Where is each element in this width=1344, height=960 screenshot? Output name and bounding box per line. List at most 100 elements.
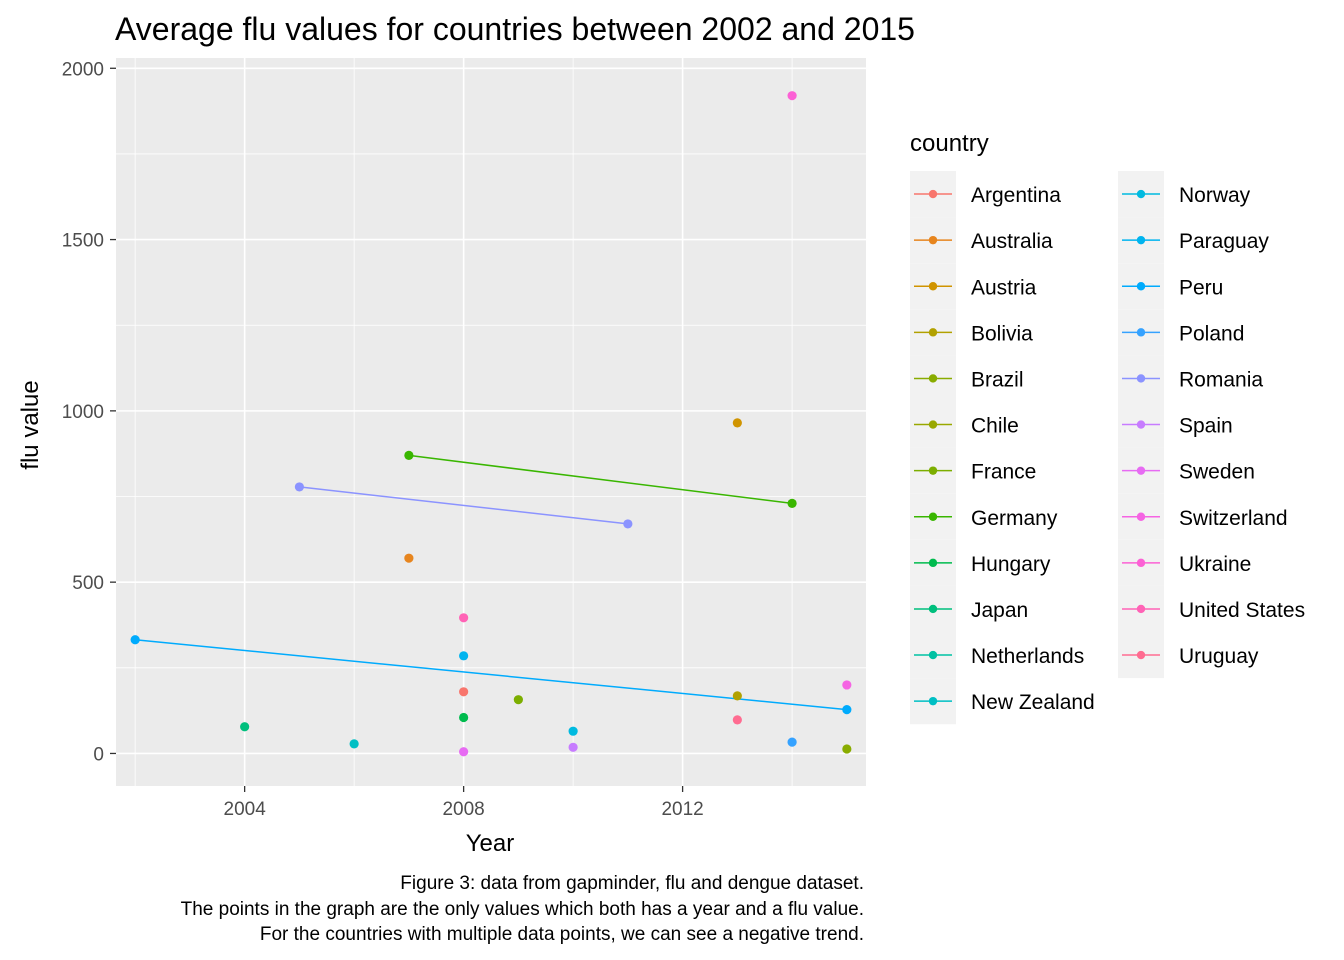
- legend-item-peru: Peru: [1118, 263, 1223, 310]
- y-tick-label: 1500: [62, 231, 104, 252]
- legend-label: Brazil: [971, 368, 1024, 391]
- data-point-sweden: [459, 747, 469, 757]
- legend-item-netherlands: Netherlands: [910, 632, 1084, 679]
- series-lines: [135, 454, 847, 711]
- data-point-poland: [787, 737, 797, 747]
- data-point-ukraine: [787, 91, 797, 101]
- x-tick-label: 2004: [224, 799, 267, 820]
- legend-label: Peru: [1179, 276, 1223, 299]
- legend-key-point: [1136, 558, 1146, 568]
- legend-label: Uruguay: [1179, 645, 1259, 668]
- data-point-united-states: [459, 613, 469, 623]
- legend-key-point: [928, 328, 938, 337]
- legend-key-point: [928, 189, 938, 199]
- data-point-paraguay: [459, 651, 469, 661]
- legend-key-point: [928, 604, 938, 614]
- data-point-germany: [404, 450, 414, 461]
- major-gridlines: [116, 58, 866, 786]
- legend-title: country: [910, 130, 989, 157]
- legend-label: Germany: [971, 507, 1058, 530]
- plot-panel: [116, 58, 866, 786]
- legend-item-paraguay: Paraguay: [1118, 217, 1269, 264]
- y-tick-label: 500: [72, 573, 104, 594]
- y-tick-label: 1000: [62, 402, 104, 423]
- data-point-peru: [842, 705, 852, 715]
- legend-label: United States: [1179, 599, 1305, 622]
- legend-key-point: [928, 282, 938, 291]
- legend-key-point: [928, 512, 938, 521]
- data-point-bolivia: [732, 691, 742, 701]
- legend-key-point: [1136, 282, 1146, 291]
- data-point-romania: [623, 519, 633, 529]
- legend-label: Poland: [1179, 322, 1244, 345]
- series-line-germany: [408, 454, 793, 505]
- legend-item-spain: Spain: [1118, 401, 1233, 448]
- legend-item-japan: Japan: [910, 585, 1028, 632]
- x-tick-label: 2008: [442, 799, 484, 820]
- legend-key-point: [1136, 420, 1146, 429]
- legend-item-hungary: Hungary: [910, 539, 1051, 586]
- x-tick-label: 2012: [661, 799, 703, 820]
- data-point-uruguay: [732, 715, 742, 725]
- legend: Argentina Australia Austria Bolivia Brazil Ch…: [910, 171, 1305, 725]
- legend-label: Australia: [971, 230, 1053, 253]
- y-tick-label: 0: [93, 744, 104, 765]
- legend-key-point: [1136, 328, 1146, 337]
- x-axis-title: Year: [466, 830, 515, 857]
- legend-key-point: [1136, 604, 1146, 614]
- data-point-peru: [130, 635, 140, 645]
- legend-label: Sweden: [1179, 461, 1255, 484]
- legend-label: Spain: [1179, 415, 1233, 438]
- data-point-france: [513, 695, 523, 705]
- data-point-japan: [240, 722, 250, 732]
- legend-key-point: [928, 558, 938, 568]
- legend-key-point: [928, 650, 938, 660]
- caption-line-2: The points in the graph are the only val…: [181, 899, 864, 920]
- y-axis-title: flu value: [17, 380, 44, 469]
- legend-key-point: [928, 466, 938, 475]
- legend-key-point: [928, 374, 938, 383]
- y-tick-label: 2000: [62, 59, 104, 80]
- data-point-new-zealand: [349, 739, 359, 749]
- legend-key-point: [1136, 650, 1146, 660]
- legend-label: Norway: [1179, 184, 1251, 207]
- minor-gridlines: [116, 58, 866, 786]
- data-point-brazil: [842, 744, 852, 754]
- legend-item-switzerland: Switzerland: [1118, 493, 1288, 540]
- legend-key-point: [928, 235, 938, 245]
- legend-key-point: [1136, 235, 1146, 245]
- data-point-romania: [294, 482, 304, 492]
- legend-key-point: [1136, 512, 1146, 521]
- series-line-romania: [299, 486, 628, 525]
- legend-label: Bolivia: [971, 322, 1033, 345]
- legend-label: Austria: [971, 276, 1037, 299]
- legend-key-point: [1136, 466, 1146, 475]
- tick-labels: 2004 2008 2012 0 500 1000 1500 2000: [62, 59, 704, 820]
- legend-item-australia: Australia: [910, 217, 1053, 264]
- data-point-switzerland: [842, 680, 852, 690]
- data-point-australia: [404, 553, 414, 563]
- data-point-argentina: [459, 687, 469, 697]
- data-point-austria: [732, 418, 742, 428]
- legend-label: Chile: [971, 415, 1019, 438]
- legend-item-austria: Austria: [910, 263, 1037, 310]
- legend-item-bolivia: Bolivia: [910, 309, 1033, 356]
- legend-label: New Zealand: [971, 691, 1095, 714]
- series-line-peru: [135, 638, 847, 711]
- legend-key-point: [1136, 189, 1146, 199]
- legend-label: Switzerland: [1179, 507, 1288, 530]
- data-point-germany: [787, 498, 797, 508]
- caption-line-1: Figure 3: data from gapminder, flu and d…: [400, 873, 864, 894]
- axis-ticks: [110, 67, 684, 792]
- legend-label: Japan: [971, 599, 1028, 622]
- legend-label: Netherlands: [971, 645, 1084, 668]
- legend-key-point: [928, 696, 938, 706]
- legend-item-sweden: Sweden: [1118, 447, 1255, 494]
- caption-line-3: For the countries with multiple data poi…: [260, 924, 864, 945]
- legend-item-uruguay: Uruguay: [1118, 632, 1259, 679]
- chart-title: Average flu values for countries between…: [115, 11, 915, 47]
- legend-item-poland: Poland: [1118, 309, 1244, 356]
- legend-item-france: France: [910, 447, 1036, 494]
- data-point-norway: [568, 726, 578, 736]
- legend-item-new-zealand: New Zealand: [910, 678, 1095, 725]
